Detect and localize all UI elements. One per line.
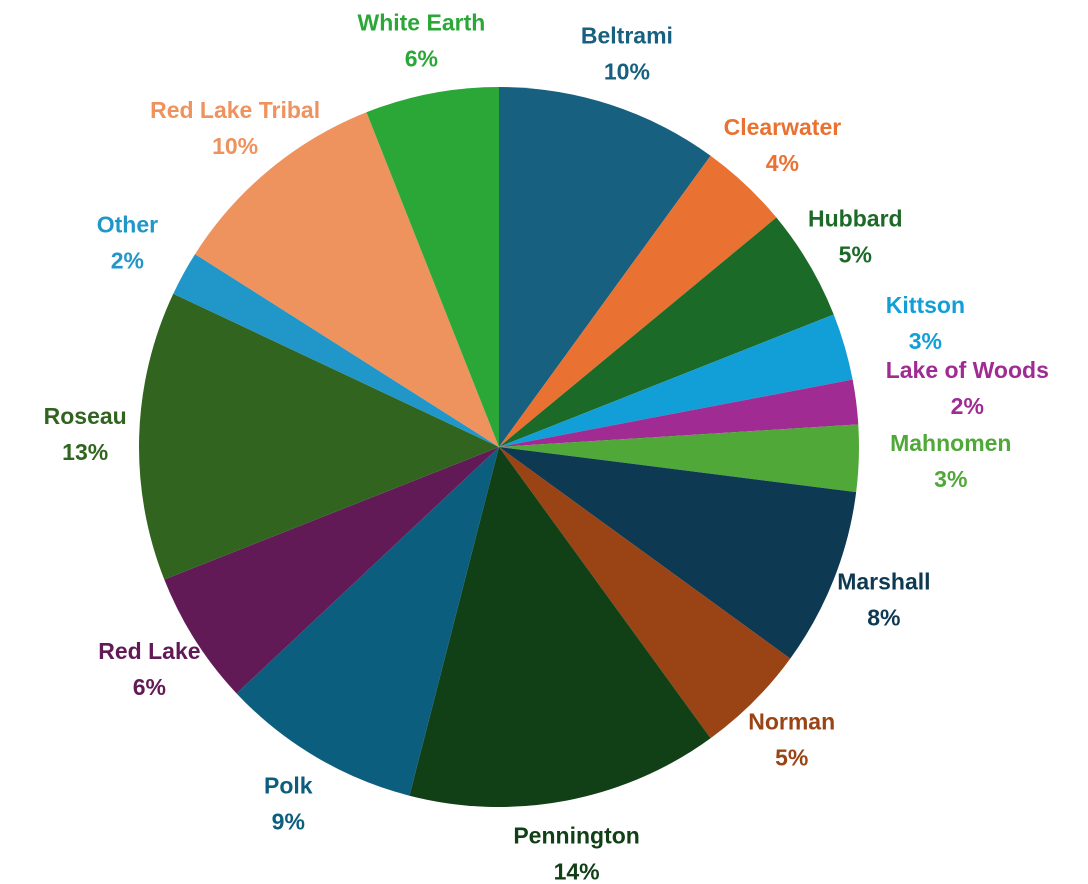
slice-category-name: White Earth: [358, 9, 486, 35]
slice-label-beltrami: Beltrami 10%: [581, 22, 673, 84]
slice-percent-label: 14%: [554, 859, 600, 884]
slice-label-polk: Polk 9%: [264, 772, 313, 834]
slice-label-roseau: Roseau 13%: [44, 403, 127, 465]
slice-category-name: Pennington: [513, 823, 639, 849]
pie-slice-norman: [499, 447, 791, 739]
slice-category-name: Beltrami: [581, 22, 673, 48]
slice-category-name: Red Lake Tribal: [150, 97, 320, 123]
pie-slice-white-earth: [366, 87, 499, 447]
slice-category-name: Marshall: [837, 568, 930, 594]
slice-percent-label: 10%: [604, 58, 650, 84]
slice-percent-label: 2%: [951, 393, 984, 419]
pie-slice-roseau: [138, 293, 499, 580]
pie-labels: Beltrami 10% Clearwater 4% Hubbard 5% Kittson 3…: [44, 9, 1049, 884]
slice-label-white-earth: White Earth 6%: [358, 9, 486, 71]
slice-category-name: Hubbard: [808, 205, 903, 231]
slice-label-mahnomen: Mahnomen 3%: [890, 430, 1011, 492]
pie-slice-pennington: [409, 447, 711, 808]
pie-slice-lake-of-woods: [499, 379, 859, 447]
pie-slice-marshall: [499, 447, 857, 659]
slice-label-red-lake-tribal: Red Lake Tribal 10%: [150, 97, 320, 159]
slice-label-kittson: Kittson 3%: [886, 292, 965, 354]
slice-percent-label: 13%: [62, 439, 108, 465]
slice-percent-label: 6%: [405, 45, 438, 71]
slice-label-pennington: Pennington 14%: [513, 823, 639, 884]
pie-slice-red-lake-tribal: [195, 112, 500, 447]
pie-slice-other: [173, 254, 499, 447]
pie-slice-clearwater: [499, 155, 777, 447]
slice-percent-label: 9%: [272, 808, 305, 834]
slice-category-name: Mahnomen: [890, 430, 1011, 456]
slice-category-name: Lake of Woods: [886, 357, 1049, 383]
slice-label-marshall: Marshall 8%: [837, 568, 930, 630]
slice-label-norman: Norman 5%: [748, 709, 835, 771]
slice-percent-label: 4%: [766, 150, 799, 176]
slice-category-name: Polk: [264, 772, 313, 798]
pie-slice-kittson: [499, 314, 853, 447]
slice-percent-label: 5%: [839, 241, 872, 267]
slice-category-name: Norman: [748, 709, 835, 735]
slice-label-other: Other 2%: [97, 212, 158, 274]
slice-label-clearwater: Clearwater 4%: [724, 114, 842, 176]
slice-percent-label: 3%: [934, 466, 967, 492]
slice-category-name: Red Lake: [98, 638, 200, 664]
slice-percent-label: 2%: [111, 248, 144, 274]
pie-slice-red-lake: [164, 447, 499, 694]
slice-percent-label: 6%: [133, 674, 166, 700]
slice-percent-label: 8%: [867, 604, 900, 630]
pie-slice-polk: [236, 447, 499, 796]
slice-label-hubbard: Hubbard 5%: [808, 205, 903, 267]
slice-percent-label: 5%: [775, 745, 808, 771]
slice-category-name: Kittson: [886, 292, 965, 318]
slice-percent-label: 10%: [212, 133, 258, 159]
pie-slice-beltrami: [499, 87, 711, 447]
slice-label-lake-of-woods: Lake of Woods 2%: [886, 357, 1049, 419]
pie-slices: [138, 87, 859, 808]
slice-category-name: Clearwater: [724, 114, 842, 140]
slice-category-name: Roseau: [44, 403, 127, 429]
slice-label-red-lake: Red Lake 6%: [98, 638, 200, 700]
slice-category-name: Other: [97, 212, 158, 238]
slice-percent-label: 3%: [909, 328, 942, 354]
pie-slice-hubbard: [499, 217, 834, 447]
pie-slice-mahnomen: [499, 424, 859, 493]
